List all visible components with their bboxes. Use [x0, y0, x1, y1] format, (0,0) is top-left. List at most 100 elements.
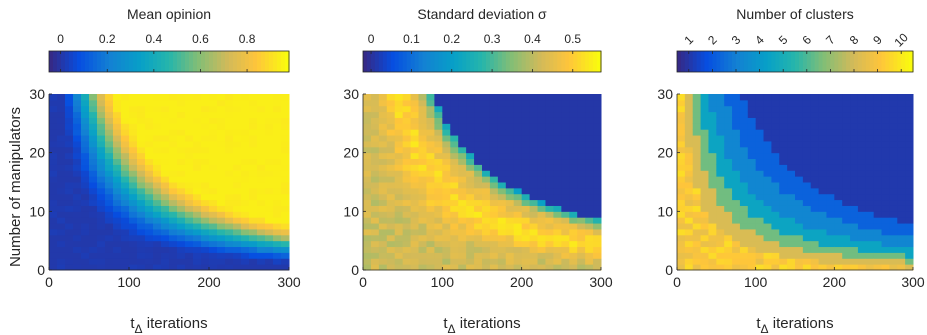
heatmap-cell	[121, 223, 130, 229]
heatmap-cell	[442, 164, 450, 170]
heatmap-cell	[403, 112, 411, 118]
heatmap-cell	[538, 117, 546, 123]
heatmap-cell	[569, 153, 577, 159]
heatmap-cell	[257, 223, 266, 229]
heatmap-cell	[553, 205, 561, 211]
heatmap-cell	[764, 258, 772, 264]
heatmap-cell	[387, 182, 395, 188]
heatmap-cell	[897, 100, 905, 106]
heatmap-cell	[553, 182, 561, 188]
heatmap-cell	[145, 153, 154, 159]
heatmap-cell	[882, 117, 890, 123]
heatmap-cell	[426, 200, 434, 206]
heatmap-cell	[771, 170, 779, 176]
heatmap-cell	[530, 188, 538, 194]
heatmap-cell	[764, 129, 772, 135]
heatmap-cell	[363, 247, 371, 253]
heatmap-cell	[153, 229, 162, 235]
heatmap-cell	[185, 194, 194, 200]
heatmap-cell	[193, 223, 202, 229]
heatmap-cell	[561, 241, 569, 247]
heatmap-cell	[81, 170, 90, 176]
heatmap-cell	[850, 182, 858, 188]
colorbar-swatch	[269, 51, 274, 72]
heatmap-cell	[145, 229, 154, 235]
heatmap-cell	[787, 153, 795, 159]
heatmap-cell	[395, 159, 403, 165]
heatmap-cell	[585, 241, 593, 247]
heatmap-cell	[897, 159, 905, 165]
heatmap-cell	[882, 247, 890, 253]
heatmap-cell	[701, 159, 709, 165]
heatmap-cell	[748, 94, 756, 100]
heatmap-cell	[771, 205, 779, 211]
heatmap-cell	[249, 194, 258, 200]
heatmap-cell	[169, 135, 178, 141]
heatmap-cell	[795, 94, 803, 100]
heatmap-cell	[209, 170, 218, 176]
heatmap-cell	[569, 223, 577, 229]
heatmap-cell	[569, 112, 577, 118]
heatmap-cell	[842, 135, 850, 141]
heatmap-cell	[826, 247, 834, 253]
heatmap-cell	[153, 147, 162, 153]
heatmap-cell	[677, 170, 685, 176]
x-axis-label: tΔ iterations	[756, 315, 833, 335]
heatmap-cell	[585, 159, 593, 165]
heatmap-cell	[905, 188, 913, 194]
heatmap-cell	[434, 258, 442, 264]
heatmap-cell	[217, 164, 226, 170]
heatmap-cell	[795, 106, 803, 112]
heatmap-cell	[716, 229, 724, 235]
heatmap-cell	[593, 100, 601, 106]
heatmap-cell	[764, 182, 772, 188]
heatmap-cell	[450, 217, 458, 223]
heatmap-cell	[732, 200, 740, 206]
heatmap-cell	[811, 106, 819, 112]
heatmap-cell	[73, 223, 82, 229]
heatmap-cell	[241, 106, 250, 112]
heatmap-cell	[593, 164, 601, 170]
heatmap-cell	[677, 94, 685, 100]
heatmap-cell	[514, 159, 522, 165]
heatmap-cell	[498, 205, 506, 211]
heatmap-cell	[858, 164, 866, 170]
heatmap-cell	[889, 176, 897, 182]
heatmap-cell	[81, 258, 90, 264]
heatmap-cell	[371, 100, 379, 106]
heatmap-cell	[545, 153, 553, 159]
heatmap-cell	[57, 176, 66, 182]
heatmap-cell	[693, 112, 701, 118]
heatmap-cell	[65, 211, 74, 217]
heatmap-cell	[233, 217, 242, 223]
heatmap-cell	[233, 94, 242, 100]
heatmap-cell	[677, 112, 685, 118]
heatmap-cell	[771, 200, 779, 206]
heatmap-cell	[553, 188, 561, 194]
heatmap-cell	[371, 200, 379, 206]
heatmap-cell	[458, 211, 466, 217]
heatmap-cell	[217, 106, 226, 112]
heatmap-cell	[466, 100, 474, 106]
heatmap-cell	[748, 211, 756, 217]
heatmap-cell	[811, 235, 819, 241]
heatmap-cell	[419, 211, 427, 217]
heatmap-cell	[281, 153, 290, 159]
heatmap-cell	[577, 252, 585, 258]
colorbar-swatch	[705, 51, 710, 72]
heatmap-cell	[193, 153, 202, 159]
heatmap-cell	[724, 153, 732, 159]
heatmap-cell	[217, 135, 226, 141]
heatmap-cell	[787, 117, 795, 123]
heatmap-cell	[771, 223, 779, 229]
colorbar-title: Number of clusters	[736, 6, 853, 22]
heatmap-cell	[811, 94, 819, 100]
heatmap-cell	[538, 123, 546, 129]
heatmap-cell	[553, 112, 561, 118]
heatmap-cell	[795, 129, 803, 135]
heatmap-cell	[819, 182, 827, 188]
heatmap-cell	[771, 164, 779, 170]
heatmap-cell	[105, 117, 114, 123]
heatmap-cell	[97, 264, 106, 270]
heatmap-cell	[858, 258, 866, 264]
